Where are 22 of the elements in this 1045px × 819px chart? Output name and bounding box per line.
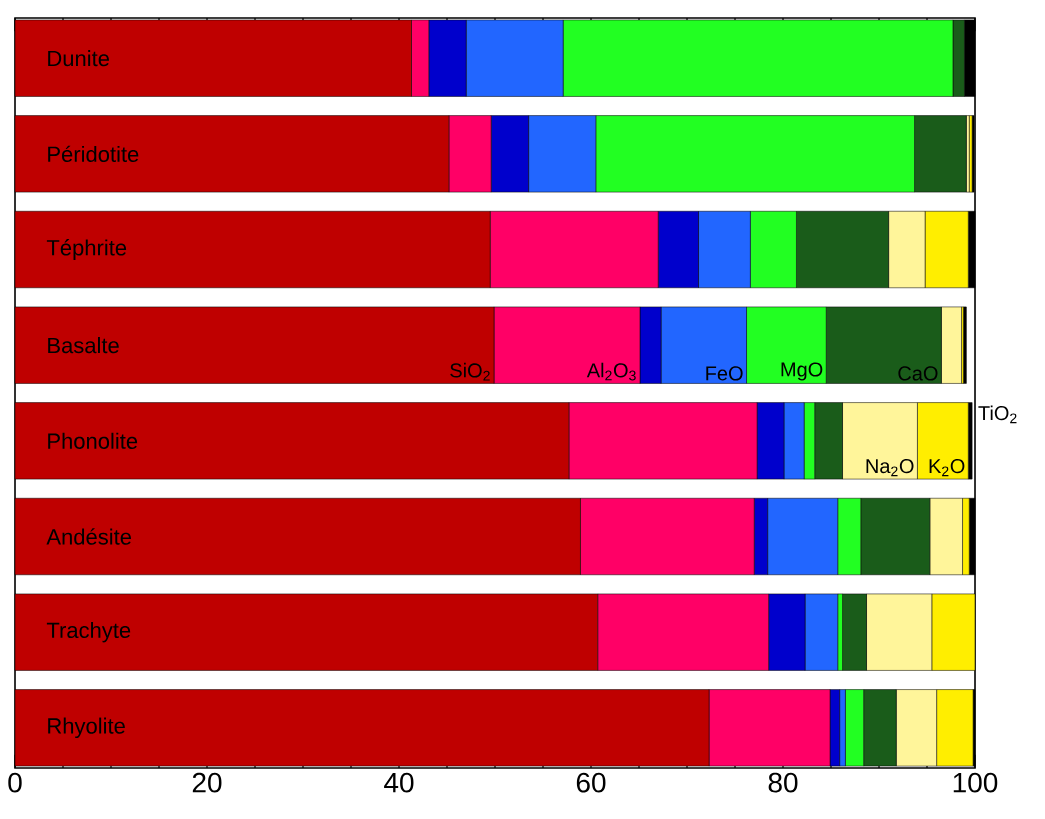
series-label: Al$_{2}$O$_{3}$ <box>586 362 636 381</box>
y-tick-label: Basalte <box>48 337 119 354</box>
y-tick-label: Trachyte <box>46 621 131 643</box>
series-label: FeO <box>706 366 743 381</box>
x-tick-label: 60 <box>576 772 606 793</box>
x-tick-label: 0 <box>8 772 22 793</box>
x-tick-label: 20 <box>192 772 222 793</box>
x-tick-label: 80 <box>768 772 798 793</box>
x-tick-label: 100 <box>953 772 998 793</box>
series-label: MgO <box>781 362 823 381</box>
series-label: CaO <box>898 366 938 381</box>
y-tick-label: Péridotite <box>48 145 139 163</box>
y-tick-label: Phonolite <box>48 432 138 449</box>
y-tick-label: Rhyolite <box>48 717 125 739</box>
series-label: SiO$_{2}$ <box>450 362 490 381</box>
series-label: K$_{2}$O <box>929 459 965 477</box>
series-label: Na$_{2}$O <box>866 459 914 477</box>
series-label: TiO$_{2}$ <box>978 405 1017 424</box>
y-tick-label: Dunite <box>48 50 109 67</box>
y-tick-label: Andésite <box>46 528 131 545</box>
x-tick-label: 40 <box>384 772 414 793</box>
y-tick-label: Téphrite <box>46 239 127 260</box>
